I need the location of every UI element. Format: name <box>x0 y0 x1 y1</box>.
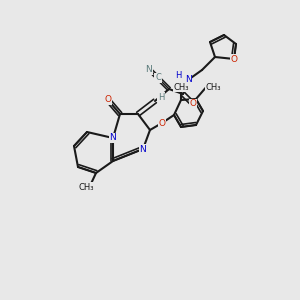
Text: O: O <box>190 100 196 109</box>
Text: O: O <box>104 95 112 104</box>
Text: CH₃: CH₃ <box>173 82 189 91</box>
Text: O: O <box>230 55 238 64</box>
Text: CH₃: CH₃ <box>205 82 221 91</box>
Text: N: N <box>146 65 152 74</box>
Text: H: H <box>158 92 164 101</box>
Text: N: N <box>140 145 146 154</box>
Text: CH₃: CH₃ <box>78 182 94 191</box>
Text: N: N <box>184 76 191 85</box>
Text: C: C <box>155 74 161 82</box>
Text: H: H <box>175 70 181 80</box>
Text: O: O <box>158 118 166 127</box>
Text: N: N <box>110 134 116 142</box>
